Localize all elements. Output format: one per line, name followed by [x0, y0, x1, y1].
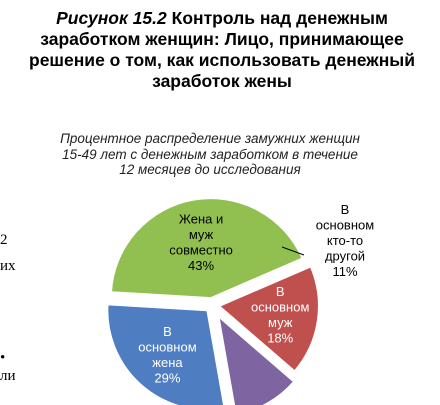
slice-value-label: 18% — [267, 331, 293, 346]
slice-label-line: муж — [268, 315, 293, 330]
left-edge-fragment: 2 — [0, 232, 8, 248]
slice-label-line: В — [163, 324, 172, 339]
slice-label-line: В — [341, 202, 350, 217]
slice-label-line: В — [276, 284, 285, 299]
slice-value-label: 29% — [154, 370, 180, 385]
pie-slice — [217, 265, 320, 373]
left-edge-fragment: ли — [0, 368, 16, 384]
leader-line — [281, 246, 305, 256]
figure-number: Рисунок 15.2 — [56, 8, 167, 28]
pie-slice — [109, 197, 304, 300]
figure-title: Рисунок 15.2 Контроль над денежным зараб… — [22, 8, 422, 92]
chart-subtitle: Процентное распределение замужних женщин… — [60, 131, 360, 177]
slice-label: Жена и муж совместно 43% — [169, 212, 233, 274]
slice-label-line: жена — [152, 355, 183, 370]
left-edge-fragment: их — [0, 258, 16, 274]
slice-label-line: совместно — [169, 243, 233, 258]
pie-slice — [106, 303, 226, 405]
slice-label-line: кто-то — [327, 233, 363, 248]
slice-value-label: 43% — [188, 258, 214, 273]
slice-label-line: основном — [251, 300, 309, 315]
slice-value-label: 11% — [332, 264, 357, 279]
slice-label-line: другой — [325, 249, 365, 264]
slice-label-line: основном — [138, 339, 196, 354]
slice-label-line: основном — [316, 218, 374, 233]
pie-slice — [216, 313, 296, 405]
left-edge-fragment: • — [0, 350, 6, 366]
slice-label-line: муж — [189, 227, 214, 242]
figure-title-text: Контроль над денежным заработком женщин:… — [29, 8, 415, 91]
slice-label-line: Жена и — [179, 212, 223, 227]
